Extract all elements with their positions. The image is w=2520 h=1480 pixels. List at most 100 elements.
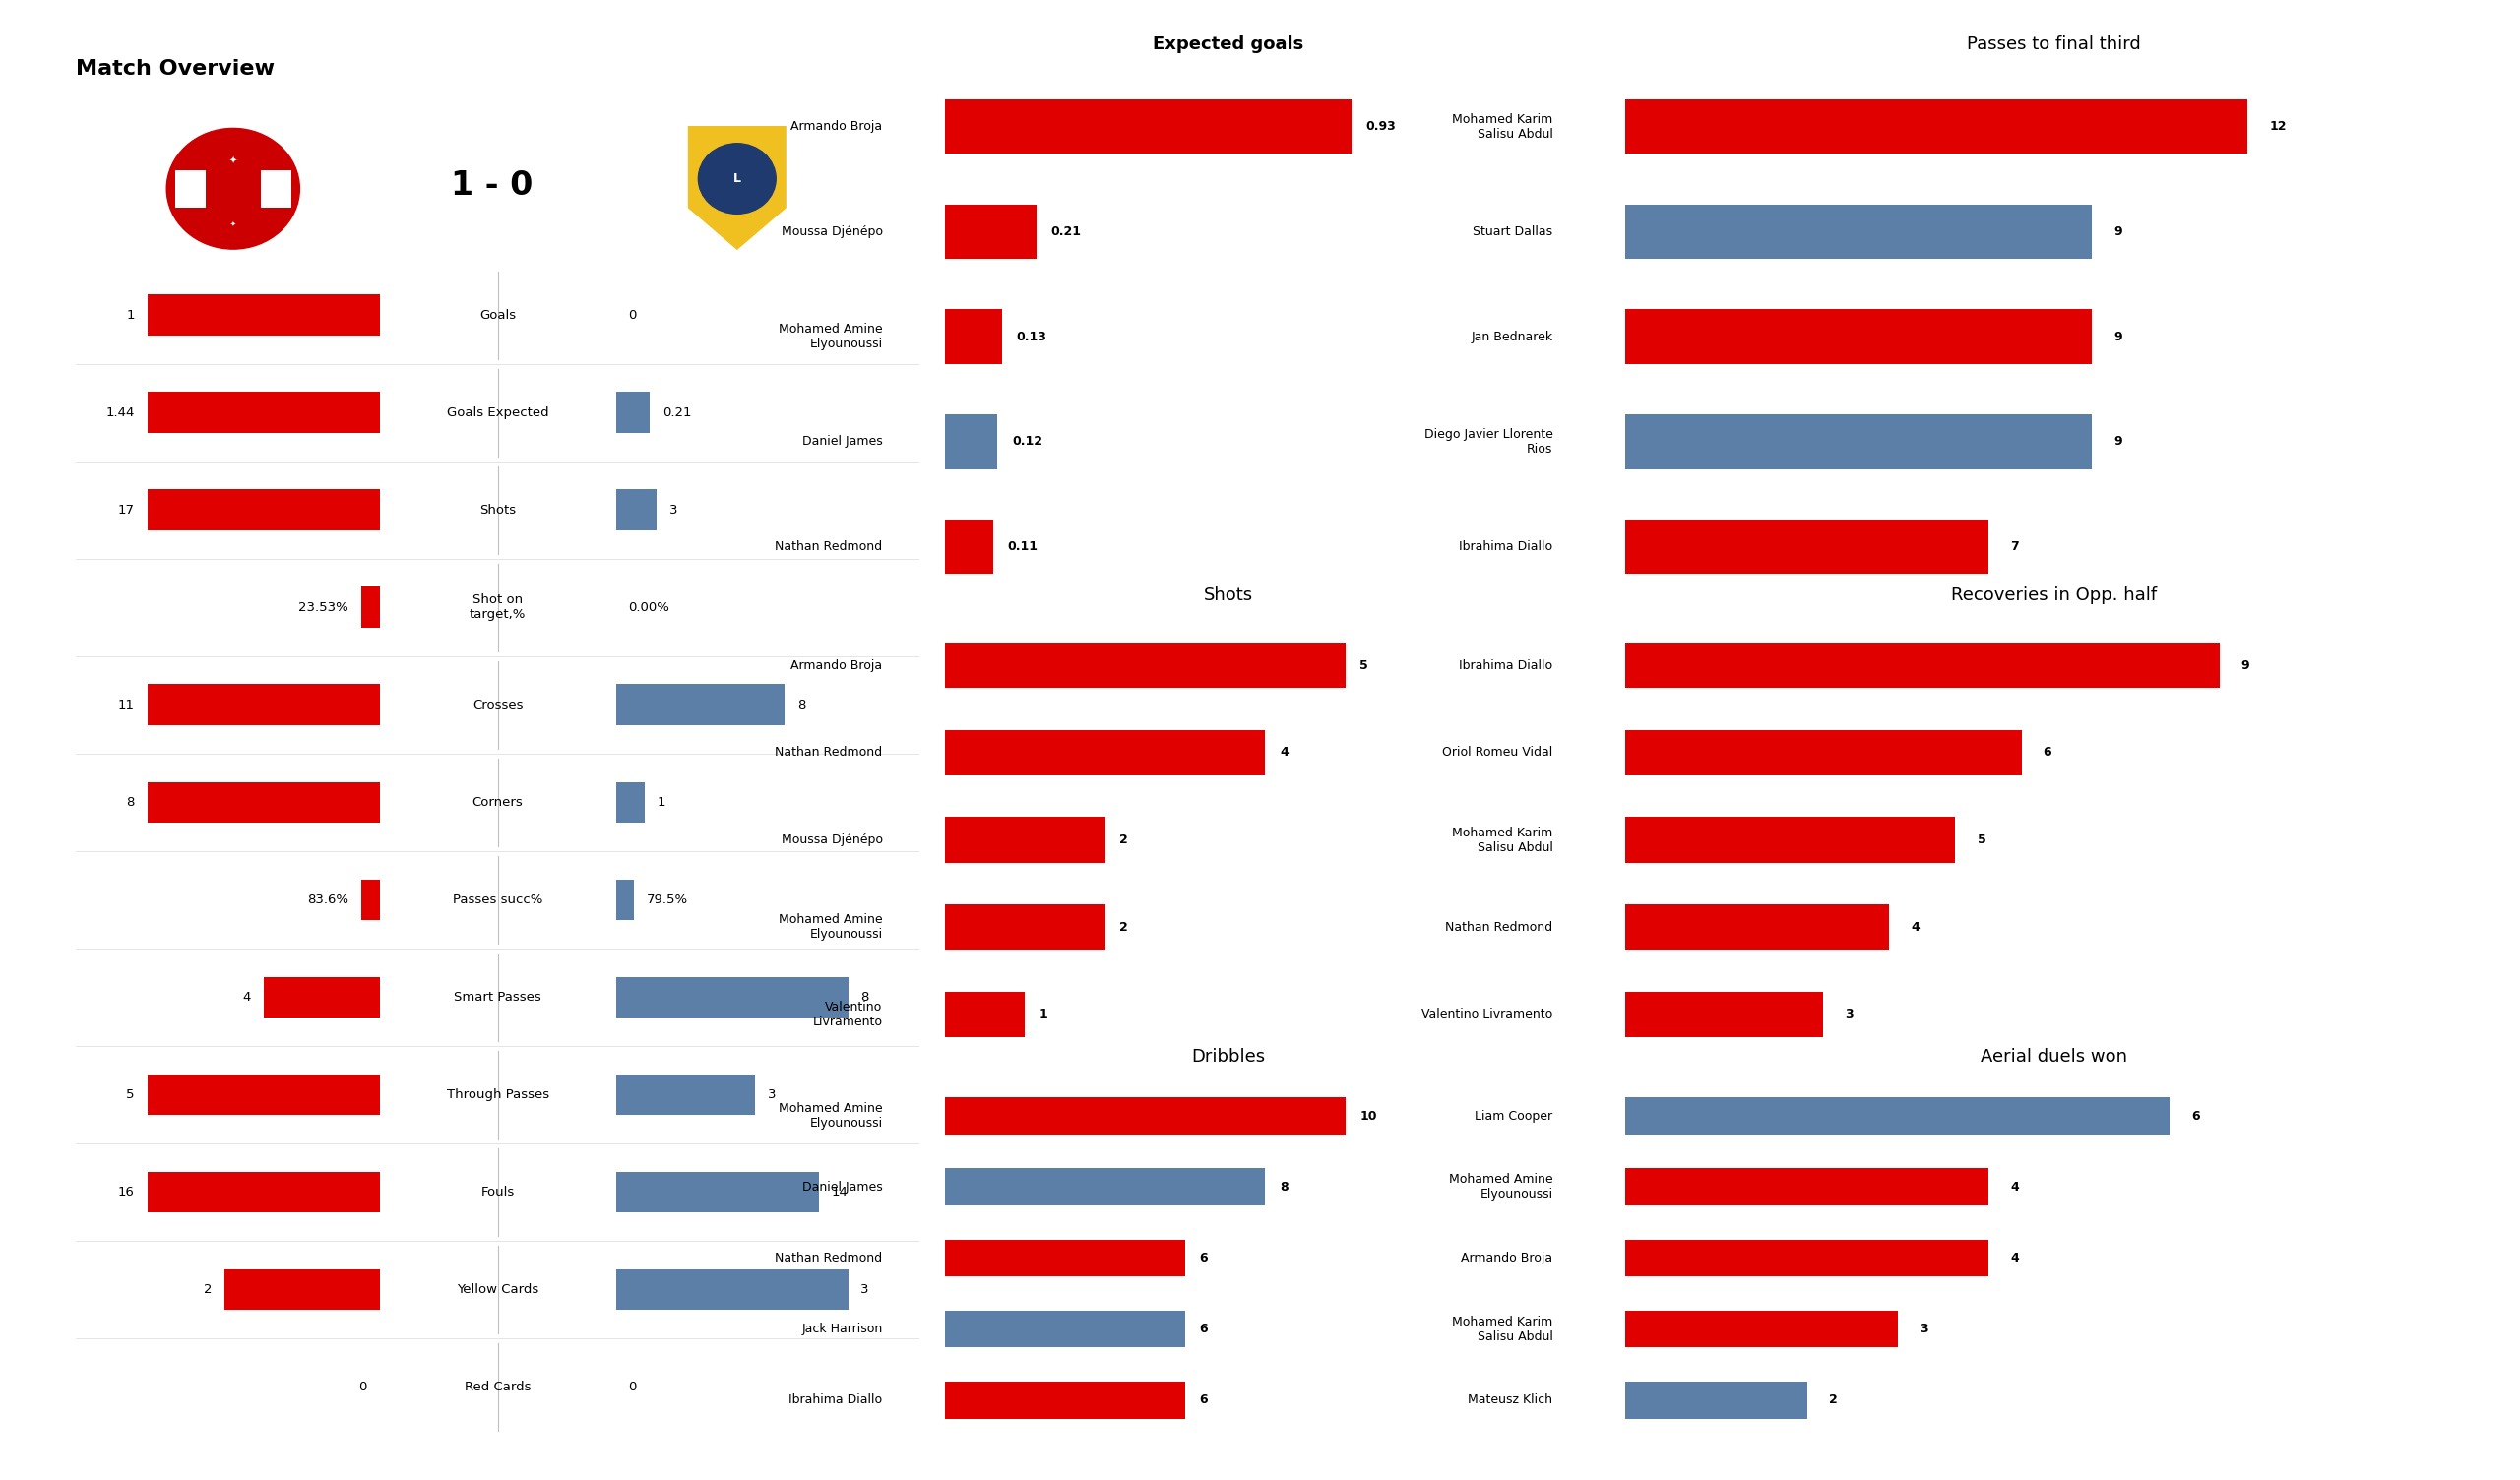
Text: Crosses: Crosses (471, 699, 524, 712)
Text: 10: 10 (1361, 1110, 1376, 1122)
Bar (615, 781, 645, 823)
Bar (615, 879, 633, 921)
Bar (615, 977, 849, 1018)
Bar (360, 588, 381, 628)
Text: Passes to final third: Passes to final third (1966, 36, 2142, 53)
Text: 1: 1 (658, 796, 665, 808)
Bar (224, 1268, 381, 1310)
Bar (360, 879, 381, 921)
Text: Yellow Cards: Yellow Cards (456, 1283, 539, 1296)
Text: 3: 3 (1920, 1323, 1928, 1335)
Text: Through Passes: Through Passes (446, 1088, 549, 1101)
Text: Mohamed Karim
Salisu Abdul: Mohamed Karim Salisu Abdul (1452, 1316, 1552, 1342)
Text: 2: 2 (204, 1283, 212, 1296)
Text: 8: 8 (1280, 1181, 1288, 1193)
Text: 23.53%: 23.53% (297, 601, 348, 614)
Bar (146, 1172, 381, 1212)
Text: Daniel James: Daniel James (801, 1181, 882, 1193)
Text: Nathan Redmond: Nathan Redmond (776, 1252, 882, 1264)
Text: Jan Bednarek: Jan Bednarek (1472, 330, 1552, 343)
Text: 0: 0 (627, 1381, 638, 1393)
Bar (945, 642, 1346, 688)
Bar (1625, 1382, 1807, 1418)
Text: 4: 4 (2011, 1252, 2019, 1264)
Text: 2: 2 (1119, 833, 1129, 847)
Text: 1: 1 (126, 309, 134, 321)
Text: Armando Broja: Armando Broja (791, 659, 882, 672)
Text: 9: 9 (2240, 659, 2250, 672)
Text: 6: 6 (2044, 746, 2051, 759)
Text: Dribbles: Dribbles (1192, 1048, 1265, 1066)
Text: 5: 5 (1361, 659, 1368, 672)
Bar (1625, 730, 2021, 776)
Circle shape (166, 129, 300, 249)
Text: Goals: Goals (479, 309, 517, 321)
Text: 0: 0 (358, 1381, 368, 1393)
Text: 12: 12 (2271, 120, 2286, 133)
Text: ✦: ✦ (229, 155, 237, 166)
Text: 7: 7 (2011, 540, 2019, 554)
Text: 83.6%: 83.6% (307, 894, 348, 906)
FancyBboxPatch shape (207, 170, 262, 207)
Text: Liam Cooper: Liam Cooper (1474, 1110, 1552, 1122)
Bar (1625, 309, 2092, 364)
Text: 6: 6 (1200, 1252, 1207, 1264)
Bar (945, 730, 1265, 776)
Text: 3: 3 (1845, 1008, 1855, 1021)
Text: 8: 8 (126, 796, 134, 808)
Text: Jack Harrison: Jack Harrison (801, 1323, 882, 1335)
Text: 14: 14 (832, 1185, 849, 1199)
Text: 4: 4 (242, 990, 252, 1003)
Bar (146, 392, 381, 434)
Circle shape (698, 144, 776, 215)
Bar (1625, 519, 1988, 574)
Text: Armando Broja: Armando Broja (1462, 1252, 1552, 1264)
Bar (945, 992, 1026, 1037)
Text: Ibrahima Diallo: Ibrahima Diallo (1459, 659, 1552, 672)
Text: Mateusz Klich: Mateusz Klich (1469, 1394, 1552, 1406)
Text: Moussa Djénépo: Moussa Djénépo (781, 833, 882, 847)
Text: Moussa Djénépo: Moussa Djénépo (781, 225, 882, 238)
Bar (945, 1382, 1184, 1418)
Bar (146, 781, 381, 823)
Bar (1625, 414, 2092, 469)
Bar (1625, 204, 2092, 259)
Text: Stuart Dallas: Stuart Dallas (1472, 225, 1552, 238)
Text: Ibrahima Diallo: Ibrahima Diallo (1459, 540, 1552, 554)
Text: Nathan Redmond: Nathan Redmond (1446, 921, 1552, 934)
Text: Mohamed Amine
Elyounoussi: Mohamed Amine Elyounoussi (779, 913, 882, 941)
Text: 9: 9 (2114, 330, 2122, 343)
Text: 0.11: 0.11 (1008, 540, 1038, 554)
Text: 0.21: 0.21 (1051, 225, 1081, 238)
Text: L: L (733, 172, 741, 185)
Text: 8: 8 (862, 990, 869, 1003)
Bar (146, 295, 381, 336)
Bar (1625, 1240, 1988, 1276)
Bar (146, 684, 381, 725)
Text: Smart Passes: Smart Passes (454, 990, 542, 1003)
Text: 8: 8 (796, 699, 806, 712)
Text: 11: 11 (118, 699, 134, 712)
Bar (615, 1172, 819, 1212)
Text: 1.44: 1.44 (106, 406, 134, 419)
Text: Corners: Corners (471, 796, 524, 808)
Text: 16: 16 (118, 1185, 134, 1199)
Text: Red Cards: Red Cards (464, 1381, 532, 1393)
Text: 6: 6 (2192, 1110, 2200, 1122)
Bar (945, 1311, 1184, 1347)
Bar (615, 1268, 849, 1310)
Text: 5: 5 (126, 1088, 134, 1101)
Text: Oriol Romeu Vidal: Oriol Romeu Vidal (1441, 746, 1552, 759)
Text: 2: 2 (1830, 1394, 1837, 1406)
Text: 5: 5 (1978, 833, 1986, 847)
Bar (945, 309, 1003, 364)
Text: 79.5%: 79.5% (645, 894, 688, 906)
Text: Match Overview: Match Overview (76, 59, 275, 78)
Text: 4: 4 (1280, 746, 1288, 759)
Text: 0.00%: 0.00% (627, 601, 670, 614)
Text: 3: 3 (862, 1283, 869, 1296)
Text: Armando Broja: Armando Broja (791, 120, 882, 133)
Text: ✦: ✦ (229, 221, 237, 226)
Bar (1625, 642, 2220, 688)
FancyBboxPatch shape (174, 170, 292, 207)
